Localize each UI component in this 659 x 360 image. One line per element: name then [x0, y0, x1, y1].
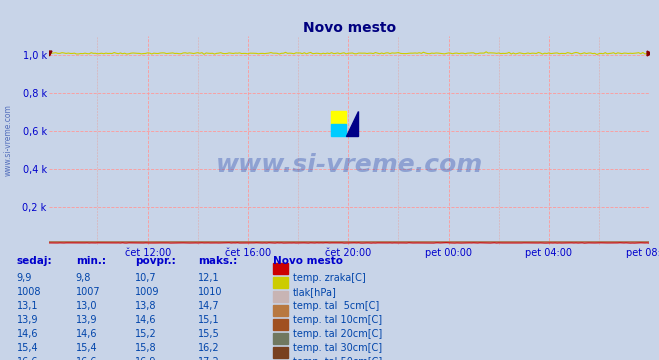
Text: www.si-vreme.com: www.si-vreme.com	[215, 153, 483, 177]
Text: 9,8: 9,8	[76, 273, 91, 283]
Text: sedaj:: sedaj:	[16, 256, 52, 266]
Bar	[273, 319, 288, 330]
Text: 15,1: 15,1	[198, 315, 219, 325]
Text: temp. tal 20cm[C]: temp. tal 20cm[C]	[293, 329, 382, 339]
Text: 1010: 1010	[198, 287, 222, 297]
Text: 15,2: 15,2	[135, 329, 157, 339]
Text: 9,9: 9,9	[16, 273, 32, 283]
Text: tlak[hPa]: tlak[hPa]	[293, 287, 337, 297]
Text: 14,6: 14,6	[76, 329, 98, 339]
Bar	[273, 263, 288, 274]
Bar	[273, 305, 288, 316]
Text: 15,8: 15,8	[135, 343, 157, 353]
Text: 14,7: 14,7	[198, 301, 219, 311]
Bar	[273, 347, 288, 358]
Text: 16,9: 16,9	[135, 357, 157, 360]
Text: 13,8: 13,8	[135, 301, 157, 311]
Text: 14,6: 14,6	[16, 329, 38, 339]
Text: 16,6: 16,6	[76, 357, 98, 360]
Text: Novo mesto: Novo mesto	[273, 256, 343, 266]
Text: 15,4: 15,4	[76, 343, 98, 353]
Text: 15,4: 15,4	[16, 343, 38, 353]
Text: 12,1: 12,1	[198, 273, 219, 283]
Polygon shape	[346, 111, 358, 136]
Text: 1008: 1008	[16, 287, 41, 297]
Title: Novo mesto: Novo mesto	[302, 21, 396, 35]
Text: 16,6: 16,6	[16, 357, 38, 360]
Text: temp. tal  5cm[C]: temp. tal 5cm[C]	[293, 301, 380, 311]
Text: temp. tal 10cm[C]: temp. tal 10cm[C]	[293, 315, 382, 325]
Text: 15,5: 15,5	[198, 329, 219, 339]
Text: min.:: min.:	[76, 256, 106, 266]
Text: 17,2: 17,2	[198, 357, 219, 360]
Text: 13,9: 13,9	[16, 315, 38, 325]
Bar	[331, 111, 346, 124]
Bar	[331, 124, 346, 136]
Text: 1009: 1009	[135, 287, 159, 297]
Text: temp. tal 50cm[C]: temp. tal 50cm[C]	[293, 357, 382, 360]
Text: 10,7: 10,7	[135, 273, 157, 283]
Bar	[273, 333, 288, 344]
Text: 13,0: 13,0	[76, 301, 98, 311]
Text: 13,1: 13,1	[16, 301, 38, 311]
Text: 14,6: 14,6	[135, 315, 157, 325]
Text: povpr.:: povpr.:	[135, 256, 176, 266]
Text: temp. zraka[C]: temp. zraka[C]	[293, 273, 366, 283]
Text: www.si-vreme.com: www.si-vreme.com	[3, 104, 13, 176]
Text: maks.:: maks.:	[198, 256, 237, 266]
Bar	[273, 277, 288, 288]
Text: 1007: 1007	[76, 287, 100, 297]
Text: 13,9: 13,9	[76, 315, 98, 325]
Text: 16,2: 16,2	[198, 343, 219, 353]
Text: temp. tal 30cm[C]: temp. tal 30cm[C]	[293, 343, 382, 353]
Bar	[273, 291, 288, 302]
